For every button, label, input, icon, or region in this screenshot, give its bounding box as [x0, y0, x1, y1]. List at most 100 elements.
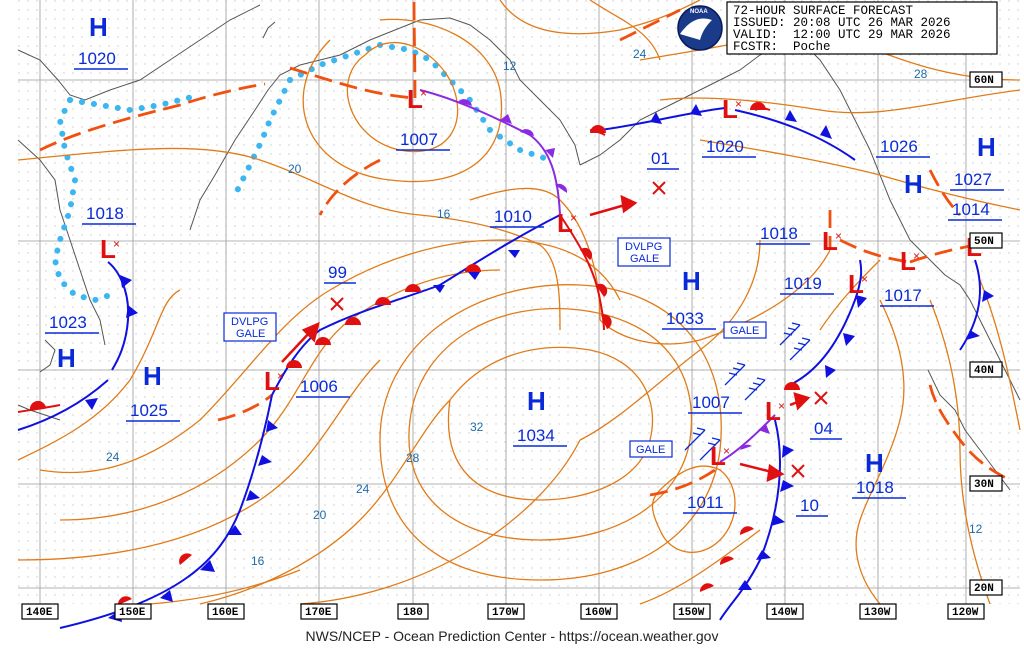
- gale-label: GALE: [723, 321, 767, 339]
- latitude-label: 60N: [974, 75, 994, 87]
- svg-text:×: ×: [420, 86, 427, 100]
- svg-text:×: ×: [570, 211, 577, 225]
- longitude-labels: 140E 150E 160E 170E 180 170W 160W 150W 1…: [21, 603, 985, 620]
- high-center: H 1025: [126, 361, 180, 422]
- low-center: L × 1006: [264, 366, 350, 398]
- low-pressure: 1006: [300, 377, 338, 396]
- warning-labels: DVLPG GALE DVLPG GALE GALE GALE: [223, 237, 767, 458]
- isobar-labels: 12 16 20 24 28 32 28 24 20 16 12 24 28: [106, 47, 983, 568]
- wind-barbs: [684, 322, 811, 461]
- high-symbol: H: [977, 132, 996, 162]
- dvlpg-gale-label: DVLPG GALE: [223, 312, 277, 342]
- high-center: H 1018: [852, 448, 906, 499]
- low-center: L × 1019: [780, 269, 868, 299]
- high-pressure: 1027: [954, 170, 992, 189]
- valid-time: VALID: 12:00 UTC 29 MAR 2026: [733, 28, 951, 42]
- high-pressure: 1014: [952, 200, 990, 219]
- low-symbol: L: [765, 396, 781, 426]
- latitude-labels: 60N 50N 40N 30N 20N: [969, 71, 1003, 596]
- latitude-label: 40N: [974, 365, 994, 377]
- low-center: L × 1018: [82, 204, 136, 264]
- low-symbol: L: [407, 84, 423, 114]
- forecast-position-marks: [330, 181, 828, 478]
- low-symbol: L: [822, 226, 838, 256]
- svg-text:×: ×: [913, 249, 920, 263]
- noaa-logo: NOAA: [677, 5, 723, 51]
- low-symbol: L: [264, 366, 280, 396]
- isobar-label: 32: [470, 420, 484, 434]
- low-center: L × 1020: [702, 94, 756, 158]
- high-pressure: 1025: [130, 401, 168, 420]
- warning-line: DVLPG: [231, 316, 268, 328]
- pressure-label: 99: [328, 263, 347, 282]
- troughs: [39, 0, 1011, 497]
- gale-label: GALE: [629, 440, 673, 458]
- warm-fronts: [17, 102, 800, 605]
- storm-motion-arrows: [281, 194, 811, 483]
- low-pressure: 1007: [400, 130, 438, 149]
- pressure-label: 10: [800, 496, 819, 515]
- high-center: H 1027: [950, 132, 1004, 191]
- pressure-label: 04: [814, 419, 833, 438]
- warning-line: GALE: [730, 325, 759, 337]
- isobar-label: 12: [969, 522, 983, 536]
- svg-text:×: ×: [835, 229, 842, 243]
- high-center: H: [57, 343, 76, 373]
- latitude-label: 50N: [974, 236, 994, 248]
- high-pressure: 1020: [78, 49, 116, 68]
- low-pressure: 1018: [86, 204, 124, 223]
- high-center: H 1020: [74, 12, 128, 70]
- longitude-label: 150E: [119, 607, 146, 619]
- warning-line: GALE: [236, 328, 265, 340]
- isobar-label: 16: [437, 207, 451, 221]
- low-symbol: L: [900, 246, 916, 276]
- low-pressure: 1007: [692, 393, 730, 412]
- warning-line: GALE: [636, 444, 665, 456]
- longitude-label: 170W: [492, 607, 519, 619]
- low-pressure: 1017: [884, 286, 922, 305]
- high-symbol: H: [527, 386, 546, 416]
- product-title: 72-HOUR SURFACE FORECAST: [733, 4, 914, 18]
- isobar-label: 28: [406, 451, 420, 465]
- pressure-label: 01: [651, 149, 670, 168]
- svg-text:×: ×: [861, 272, 868, 286]
- forecaster: FCSTR: Poche: [733, 40, 831, 54]
- low-symbol: L: [848, 269, 864, 299]
- isobar-label: 16: [251, 554, 265, 568]
- high-pressure: 1033: [666, 309, 704, 328]
- footer-credit: NWS/NCEP - Ocean Prediction Center - htt…: [305, 628, 719, 644]
- high-center: H 1033: [662, 266, 716, 330]
- pressure-label: 1026: [880, 137, 918, 156]
- high-center: H 1014: [904, 169, 1002, 221]
- high-symbol: H: [904, 169, 923, 199]
- svg-text:×: ×: [113, 237, 120, 251]
- longitude-label: 180: [403, 607, 423, 619]
- issued-time: ISSUED: 20:08 UTC 26 MAR 2026: [733, 16, 951, 30]
- low-symbol: L: [722, 94, 738, 124]
- low-pressure: 1019: [784, 274, 822, 293]
- isobar-label: 24: [633, 47, 647, 61]
- logo-text: NOAA: [690, 9, 708, 15]
- high-pressure: 1034: [517, 426, 555, 445]
- latitude-label: 20N: [974, 583, 994, 595]
- map-background: [18, 0, 1020, 604]
- high-symbol: H: [865, 448, 884, 478]
- high-center: H 1034: [513, 386, 567, 447]
- longitude-label: 170E: [305, 607, 332, 619]
- high-symbol: H: [682, 266, 701, 296]
- isobar-label: 24: [356, 482, 370, 496]
- svg-text:×: ×: [735, 97, 742, 111]
- high-centers: H 1020 H H 1025 H 1034 H 1033 H 1018 H: [57, 12, 1004, 499]
- isobar-label: 24: [106, 450, 120, 464]
- low-center: L × 1011: [683, 441, 737, 514]
- forecast-info-box: 72-HOUR SURFACE FORECAST ISSUED: 20:08 U…: [726, 1, 998, 55]
- high-pressure: 1018: [856, 478, 894, 497]
- low-center: L × 1018: [756, 224, 842, 256]
- isobar-label: 28: [914, 67, 928, 81]
- svg-text:×: ×: [277, 369, 284, 383]
- isobar-label: 20: [313, 508, 327, 522]
- low-center: L × 1017: [880, 246, 934, 307]
- longitude-label: 150W: [678, 607, 705, 619]
- low-symbol: L: [710, 441, 726, 471]
